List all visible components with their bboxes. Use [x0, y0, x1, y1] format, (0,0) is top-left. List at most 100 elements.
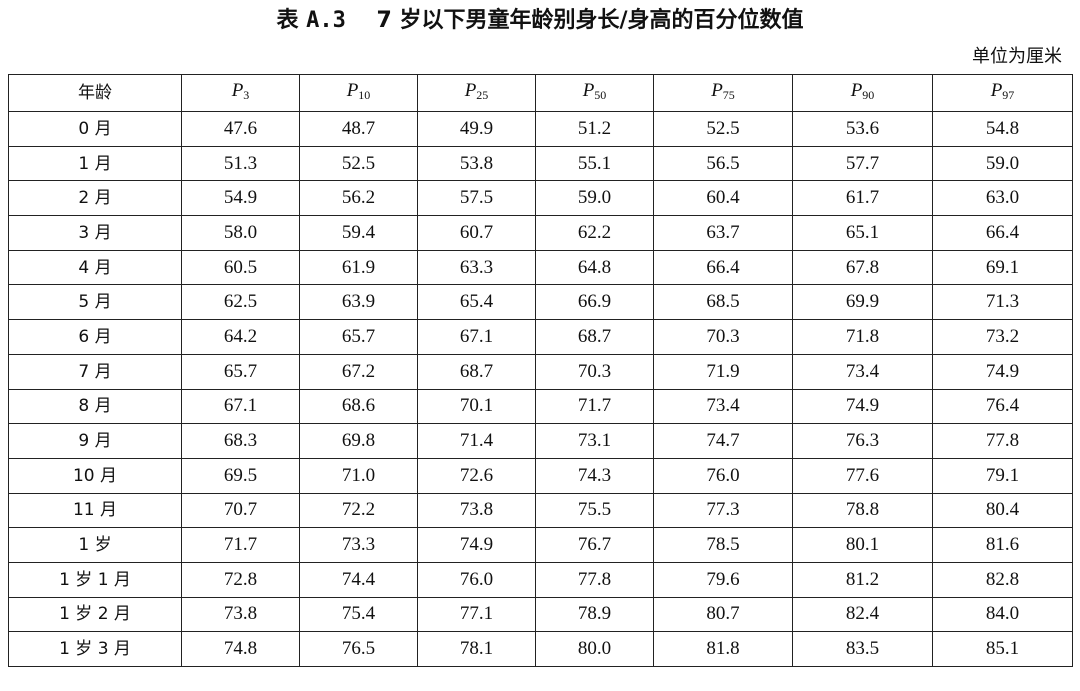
percentile-header: P3 — [181, 74, 300, 112]
value-cell: 65.7 — [299, 319, 418, 355]
value-cell: 78.8 — [792, 492, 933, 529]
age-cell: 6 月 — [8, 319, 182, 355]
percentile-symbol: P10 — [346, 80, 371, 103]
value-cell: 76.3 — [792, 423, 933, 459]
age-cell: 0 月 — [8, 111, 182, 147]
value-cell: 67.1 — [181, 388, 300, 425]
value-cell: 55.1 — [535, 145, 654, 182]
table-row: 10 月 69.5 71.0 72.6 74.3 76.0 77.6 79.1 — [8, 457, 1073, 494]
value-cell: 63.0 — [932, 180, 1073, 217]
value-cell: 67.1 — [417, 319, 536, 355]
value-cell: 76.5 — [299, 631, 418, 667]
percentile-table: 年龄 P3 P10 P25 P50 P75 P90 P97 0 月 47.6 48.7 49.9 5… — [8, 74, 1073, 667]
percentile-subscript: 50 — [594, 88, 607, 102]
age-cell: 4 月 — [8, 249, 182, 286]
value-cell: 52.5 — [299, 145, 418, 182]
percentile-header: P75 — [653, 74, 793, 112]
age-cell: 7 月 — [8, 353, 182, 390]
value-cell: 54.8 — [932, 111, 1073, 147]
percentile-symbol: P97 — [990, 80, 1015, 103]
value-cell: 71.3 — [932, 284, 1073, 321]
value-cell: 56.2 — [299, 180, 418, 217]
percentile-header: P50 — [535, 74, 654, 112]
age-cell: 1 岁 3 月 — [8, 631, 182, 667]
value-cell: 48.7 — [299, 111, 418, 147]
value-cell: 66.4 — [653, 249, 793, 286]
value-cell: 71.4 — [417, 423, 536, 459]
value-cell: 74.9 — [417, 527, 536, 563]
value-cell: 51.2 — [535, 111, 654, 147]
value-cell: 52.5 — [653, 111, 793, 147]
table-row: 3 月 58.0 59.4 60.7 62.2 63.7 65.1 66.4 — [8, 215, 1073, 251]
table-row: 9 月 68.3 69.8 71.4 73.1 74.7 76.3 77.8 — [8, 423, 1073, 459]
value-cell: 74.8 — [181, 631, 300, 667]
value-cell: 77.1 — [417, 596, 536, 633]
value-cell: 70.3 — [653, 319, 793, 355]
value-cell: 75.5 — [535, 492, 654, 529]
value-cell: 51.3 — [181, 145, 300, 182]
value-cell: 71.8 — [792, 319, 933, 355]
value-cell: 80.7 — [653, 596, 793, 633]
value-cell: 72.6 — [417, 457, 536, 494]
value-cell: 73.1 — [535, 423, 654, 459]
value-cell: 60.7 — [417, 215, 536, 251]
value-cell: 73.3 — [299, 527, 418, 563]
table-row: 8 月 67.1 68.6 70.1 71.7 73.4 74.9 76.4 — [8, 388, 1073, 425]
age-cell: 1 岁 1 月 — [8, 561, 182, 598]
percentile-subscript: 3 — [243, 88, 250, 102]
percentile-symbol: P75 — [711, 80, 735, 103]
age-cell: 1 月 — [8, 145, 182, 182]
value-cell: 84.0 — [932, 596, 1073, 633]
value-cell: 71.7 — [535, 388, 654, 425]
value-cell: 70.1 — [417, 388, 536, 425]
age-cell: 10 月 — [8, 457, 182, 494]
value-cell: 56.5 — [653, 145, 793, 182]
table-row: 1 岁 1 月 72.8 74.4 76.0 77.8 79.6 81.2 82.8 — [8, 561, 1073, 598]
value-cell: 63.7 — [653, 215, 793, 251]
table-body: 0 月 47.6 48.7 49.9 51.2 52.5 53.6 54.8 1 月 51.3 52… — [8, 111, 1073, 667]
title-text: 7 岁以下男童年龄别身长/身高的百分位数值 — [376, 8, 804, 33]
value-cell: 74.4 — [299, 561, 418, 598]
value-cell: 59.4 — [299, 215, 418, 251]
value-cell: 74.7 — [653, 423, 793, 459]
value-cell: 73.8 — [417, 492, 536, 529]
value-cell: 80.0 — [535, 631, 654, 667]
value-cell: 68.7 — [417, 353, 536, 390]
value-cell: 80.1 — [792, 527, 933, 563]
value-cell: 63.3 — [417, 249, 536, 286]
percentile-subscript: 75 — [722, 88, 735, 102]
age-cell: 9 月 — [8, 423, 182, 459]
value-cell: 81.6 — [932, 527, 1073, 563]
table-row: 4 月 60.5 61.9 63.3 64.8 66.4 67.8 69.1 — [8, 249, 1073, 286]
value-cell: 81.2 — [792, 561, 933, 598]
value-cell: 77.6 — [792, 457, 933, 494]
value-cell: 61.7 — [792, 180, 933, 217]
age-column-header: 年龄 — [8, 74, 182, 112]
percentile-symbol: P50 — [582, 80, 607, 103]
table-row: 1 岁 3 月 74.8 76.5 78.1 80.0 81.8 83.5 85.1 — [8, 631, 1073, 667]
value-cell: 78.5 — [653, 527, 793, 563]
percentile-header: P25 — [417, 74, 536, 112]
value-cell: 75.4 — [299, 596, 418, 633]
value-cell: 80.4 — [932, 492, 1073, 529]
value-cell: 74.9 — [792, 388, 933, 425]
value-cell: 76.0 — [653, 457, 793, 494]
value-cell: 64.8 — [535, 249, 654, 286]
value-cell: 53.8 — [417, 145, 536, 182]
value-cell: 60.5 — [181, 249, 300, 286]
value-cell: 61.9 — [299, 249, 418, 286]
percentile-symbol: P3 — [231, 80, 250, 103]
value-cell: 62.2 — [535, 215, 654, 251]
value-cell: 67.2 — [299, 353, 418, 390]
age-cell: 1 岁 — [8, 527, 182, 563]
value-cell: 81.8 — [653, 631, 793, 667]
age-cell: 2 月 — [8, 180, 182, 217]
value-cell: 57.7 — [792, 145, 933, 182]
value-cell: 77.8 — [932, 423, 1073, 459]
value-cell: 82.8 — [932, 561, 1073, 598]
value-cell: 69.1 — [932, 249, 1073, 286]
value-cell: 49.9 — [417, 111, 536, 147]
value-cell: 72.2 — [299, 492, 418, 529]
age-cell: 8 月 — [8, 388, 182, 425]
value-cell: 71.9 — [653, 353, 793, 390]
